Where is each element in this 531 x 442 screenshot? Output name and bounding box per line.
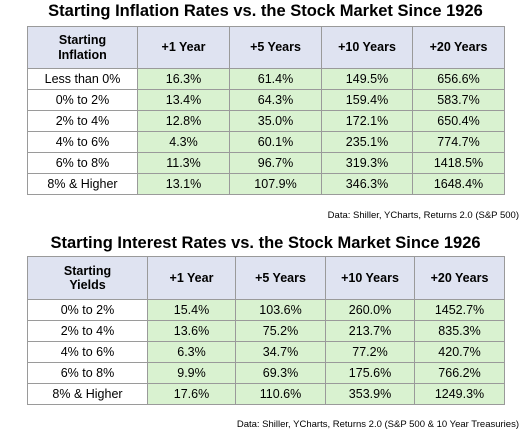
table-cell: 61.4% — [229, 68, 322, 90]
row-label: 4% to 6% — [27, 131, 138, 153]
table-cell: 69.3% — [235, 362, 326, 384]
table-cell: 172.1% — [321, 110, 413, 132]
column-header: +10 Years — [321, 26, 413, 69]
inflation-header-row: Starting Inflation +1 Year +5 Years +10 … — [27, 26, 505, 69]
table-cell: 774.7% — [412, 131, 505, 153]
table-cell: 235.1% — [321, 131, 413, 153]
table-cell: 35.0% — [229, 110, 322, 132]
interest-source-note: Data: Shiller, YCharts, Returns 2.0 (S&P… — [236, 419, 519, 430]
table-cell: 1452.7% — [414, 299, 505, 321]
table-cell: 13.6% — [147, 320, 236, 342]
table-cell: 11.3% — [137, 152, 230, 174]
table-cell: 13.1% — [137, 173, 230, 195]
row-label: 2% to 4% — [27, 110, 138, 132]
table-cell: 346.3% — [321, 173, 413, 195]
inflation-table: Starting Inflation +1 Year +5 Years +10 … — [27, 26, 505, 195]
row-label: 0% to 2% — [27, 89, 138, 111]
column-header: +1 Year — [137, 26, 230, 69]
table-row: 8% & Higher 17.6% 110.6% 353.9% 1249.3% — [27, 383, 505, 405]
table-row: 6% to 8% 9.9% 69.3% 175.6% 766.2% — [27, 362, 505, 384]
row-label: 8% & Higher — [27, 383, 148, 405]
row-label: 0% to 2% — [27, 299, 148, 321]
table-cell: 175.6% — [325, 362, 415, 384]
column-header: +10 Years — [325, 256, 415, 300]
table-cell: 420.7% — [414, 341, 505, 363]
table-cell: 17.6% — [147, 383, 236, 405]
table-row: 4% to 6% 6.3% 34.7% 77.2% 420.7% — [27, 341, 505, 363]
row-label: 2% to 4% — [27, 320, 148, 342]
column-header: +5 Years — [229, 26, 322, 69]
row-label: 6% to 8% — [27, 362, 148, 384]
table-cell: 4.3% — [137, 131, 230, 153]
table-cell: 213.7% — [325, 320, 415, 342]
table-cell: 110.6% — [235, 383, 326, 405]
table-cell: 64.3% — [229, 89, 322, 111]
interest-header-row: Starting Yields +1 Year +5 Years +10 Yea… — [27, 256, 505, 300]
column-header: +20 Years — [412, 26, 505, 69]
table-cell: 650.4% — [412, 110, 505, 132]
table-cell: 149.5% — [321, 68, 413, 90]
table-cell: 353.9% — [325, 383, 415, 405]
table-cell: 96.7% — [229, 152, 322, 174]
table-cell: 583.7% — [412, 89, 505, 111]
row-label: 6% to 8% — [27, 152, 138, 174]
interest-corner-header: Starting Yields — [27, 256, 148, 300]
table-cell: 77.2% — [325, 341, 415, 363]
corner-line-2: Inflation — [58, 47, 107, 62]
table-cell: 656.6% — [412, 68, 505, 90]
corner-line-1: Starting — [63, 263, 112, 278]
inflation-corner-header: Starting Inflation — [27, 26, 138, 69]
table-cell: 835.3% — [414, 320, 505, 342]
interest-table-title: Starting Interest Rates vs. the Stock Ma… — [50, 234, 481, 252]
table-cell: 319.3% — [321, 152, 413, 174]
inflation-source-note: Data: Shiller, YCharts, Returns 2.0 (S&P… — [327, 210, 519, 221]
column-header: +5 Years — [235, 256, 326, 300]
table-cell: 1418.5% — [412, 152, 505, 174]
row-label: 8% & Higher — [27, 173, 138, 195]
table-row: 6% to 8% 11.3% 96.7% 319.3% 1418.5% — [27, 152, 505, 174]
interest-table: Starting Yields +1 Year +5 Years +10 Yea… — [27, 256, 505, 405]
row-label: 4% to 6% — [27, 341, 148, 363]
table-cell: 159.4% — [321, 89, 413, 111]
table-cell: 1648.4% — [412, 173, 505, 195]
table-row: 0% to 2% 13.4% 64.3% 159.4% 583.7% — [27, 89, 505, 111]
corner-line-2: Yields — [69, 278, 106, 292]
table-cell: 16.3% — [137, 68, 230, 90]
table-row: Less than 0% 16.3% 61.4% 149.5% 656.6% — [27, 68, 505, 90]
table-cell: 107.9% — [229, 173, 322, 195]
table-row: 8% & Higher 13.1% 107.9% 346.3% 1648.4% — [27, 173, 505, 195]
table-cell: 34.7% — [235, 341, 326, 363]
table-cell: 103.6% — [235, 299, 326, 321]
table-cell: 75.2% — [235, 320, 326, 342]
table-cell: 766.2% — [414, 362, 505, 384]
table-cell: 13.4% — [137, 89, 230, 111]
table-row: 2% to 4% 12.8% 35.0% 172.1% 650.4% — [27, 110, 505, 132]
column-header: +1 Year — [147, 256, 236, 300]
table-row: 0% to 2% 15.4% 103.6% 260.0% 1452.7% — [27, 299, 505, 321]
table-row: 2% to 4% 13.6% 75.2% 213.7% 835.3% — [27, 320, 505, 342]
table-row: 4% to 6% 4.3% 60.1% 235.1% 774.7% — [27, 131, 505, 153]
table-cell: 1249.3% — [414, 383, 505, 405]
inflation-table-title: Starting Inflation Rates vs. the Stock M… — [48, 2, 483, 20]
table-cell: 12.8% — [137, 110, 230, 132]
table-cell: 15.4% — [147, 299, 236, 321]
table-cell: 6.3% — [147, 341, 236, 363]
table-cell: 9.9% — [147, 362, 236, 384]
table-cell: 60.1% — [229, 131, 322, 153]
column-header: +20 Years — [414, 256, 505, 300]
corner-line-1: Starting — [58, 33, 107, 48]
row-label: Less than 0% — [27, 68, 138, 90]
table-cell: 260.0% — [325, 299, 415, 321]
